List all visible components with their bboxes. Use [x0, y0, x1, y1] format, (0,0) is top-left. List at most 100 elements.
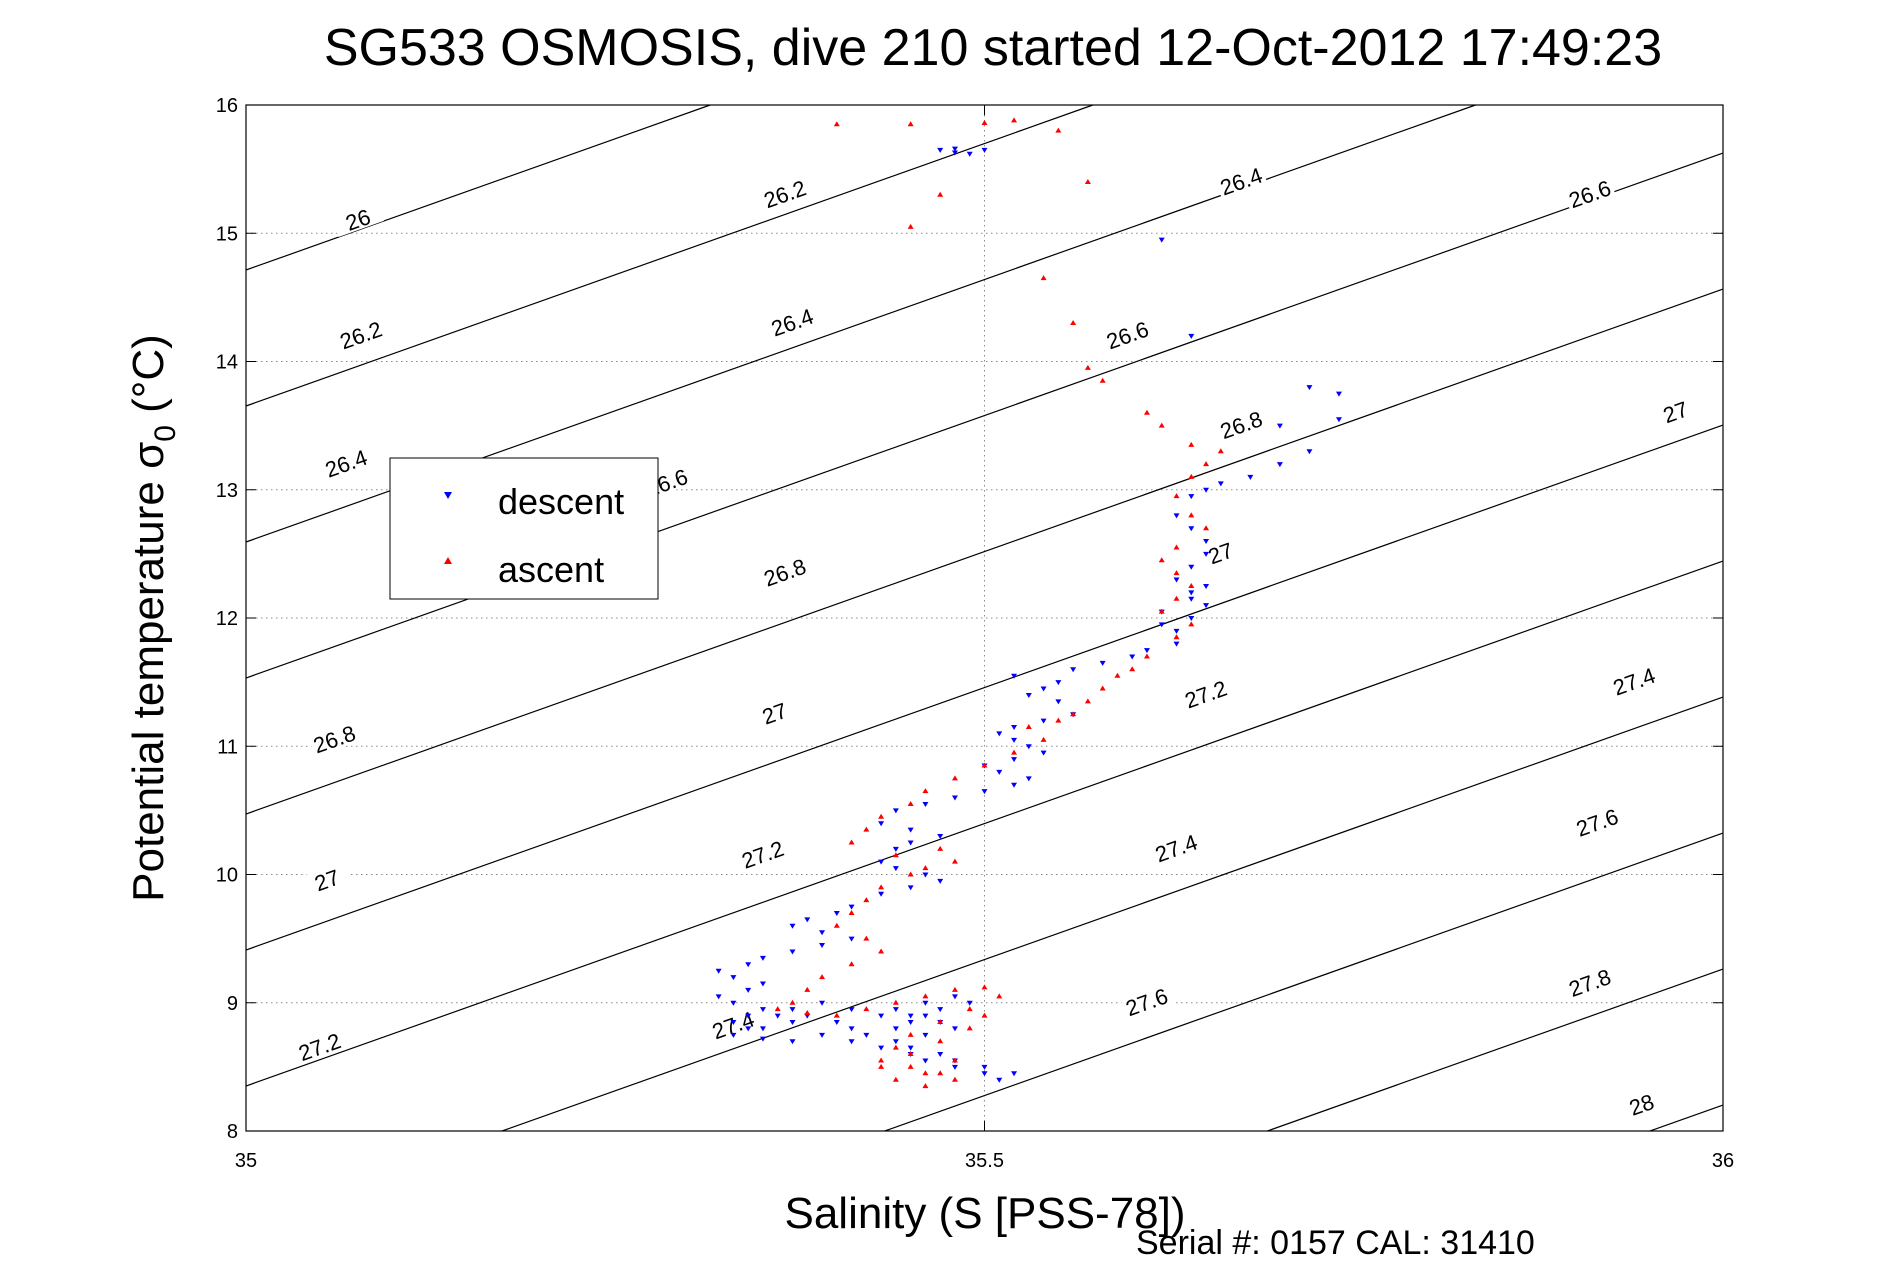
contour-label-bg	[758, 552, 811, 590]
descent-point	[848, 936, 855, 942]
descent-point	[937, 1007, 944, 1013]
contour-label: 26.6	[1103, 316, 1152, 354]
descent-point	[1025, 776, 1032, 782]
descent-point	[759, 981, 766, 987]
descent-point	[878, 1013, 885, 1019]
contour-label-bg	[292, 1027, 346, 1065]
ascent-point	[833, 922, 840, 928]
ascent-point	[789, 999, 796, 1005]
descent-point	[789, 923, 796, 929]
descent-point	[789, 1019, 796, 1025]
descent-point	[1011, 757, 1018, 763]
ascent-point	[1203, 525, 1210, 531]
descent-point	[1158, 622, 1165, 628]
descent-point	[922, 1000, 929, 1006]
descent-point	[1335, 391, 1342, 397]
contour-label-bg	[1214, 405, 1268, 443]
y-tick-label: 14	[216, 352, 238, 374]
ascent-point	[878, 948, 885, 954]
descent-point	[937, 1052, 944, 1058]
ascent-point	[1173, 570, 1180, 576]
ascent-point	[1055, 127, 1062, 133]
descent-point	[1025, 692, 1032, 698]
descent-point	[819, 943, 826, 949]
contour-label: 26.8	[761, 554, 810, 592]
contour-label-bg	[1614, 1085, 1668, 1122]
descent-point	[907, 1019, 914, 1025]
descent-point	[863, 1032, 870, 1038]
ascent-point	[1158, 422, 1165, 428]
descent-point	[996, 769, 1003, 775]
ascent-point	[1114, 672, 1121, 678]
descent-point	[922, 1013, 929, 1019]
descent-point	[1203, 551, 1210, 557]
descent-point	[1188, 526, 1195, 532]
descent-point	[1188, 616, 1195, 621]
contour-label: 27.6	[1122, 983, 1171, 1021]
descent-point	[819, 930, 826, 936]
ascent-point	[951, 986, 958, 992]
legend-ascent-label: ascent	[498, 549, 604, 590]
descent-point	[759, 1026, 766, 1032]
y-tick-label: 10	[216, 865, 238, 887]
y-tick-label: 13	[216, 480, 238, 502]
descent-point	[1011, 1071, 1018, 1077]
descent-point	[1011, 725, 1018, 731]
descent-point	[907, 1013, 914, 1019]
contour-label: 27.6	[1573, 804, 1622, 842]
descent-point	[1040, 718, 1047, 724]
descent-point	[1173, 513, 1180, 519]
descent-point	[1099, 660, 1106, 666]
descent-point	[745, 1013, 752, 1019]
descent-point	[1143, 648, 1150, 654]
ascent-point	[1188, 441, 1195, 447]
descent-point	[966, 1000, 973, 1006]
descent-point	[1173, 628, 1180, 634]
ascent-point	[892, 852, 899, 858]
ascent-point	[1173, 493, 1180, 499]
descent-point	[1203, 583, 1210, 589]
descent-point	[907, 885, 914, 891]
descent-point	[1188, 590, 1195, 596]
contour-label-bg	[300, 860, 353, 898]
ascent-point	[878, 884, 885, 890]
ascent-point	[892, 1044, 899, 1050]
descent-point	[715, 968, 722, 974]
ascent-point	[878, 1063, 885, 1069]
x-tick-label: 35	[235, 1150, 257, 1172]
ascent-point	[774, 1006, 781, 1012]
descent-point	[1011, 737, 1018, 743]
contour-label-bg	[307, 719, 361, 757]
descent-point	[1203, 487, 1210, 493]
y-tick-label: 11	[217, 736, 238, 758]
x-axis-ticks: 35 35.5 36	[235, 105, 1734, 1172]
descent-point	[774, 1013, 781, 1019]
descent-point	[730, 1032, 737, 1038]
contour-label: 27.4	[1610, 663, 1659, 701]
ascent-point	[863, 1006, 870, 1012]
contour-label: 26.2	[337, 316, 386, 354]
y-axis-ticks: 8 9 10 11 12 13 14 15 16	[216, 95, 1723, 1143]
legend-box	[389, 457, 659, 600]
y-axis-label-subscript: 0	[149, 425, 182, 442]
x-tick-label: 36	[1712, 1150, 1734, 1172]
contour-label-bg	[1570, 802, 1624, 840]
ascent-point	[1203, 461, 1210, 467]
ascent-point	[907, 223, 914, 229]
contour-label-bg	[1179, 674, 1232, 712]
descent-point	[833, 910, 840, 916]
ascent-point	[981, 984, 988, 990]
x-axis-label: Salinity (S [PSS-78])	[784, 1189, 1185, 1238]
ascent-point	[892, 1076, 899, 1082]
descent-point	[922, 801, 929, 807]
descent-point	[730, 1000, 737, 1006]
ascent-point	[848, 839, 855, 845]
descent-point	[759, 1007, 766, 1013]
descent-point	[878, 859, 885, 865]
y-axis-label: Potential temperature σ0 (°C)	[124, 334, 182, 902]
ascent-point	[1084, 698, 1091, 704]
ascent-point	[907, 121, 914, 127]
contour-label-bg	[331, 200, 384, 237]
descent-point	[951, 1064, 958, 1070]
